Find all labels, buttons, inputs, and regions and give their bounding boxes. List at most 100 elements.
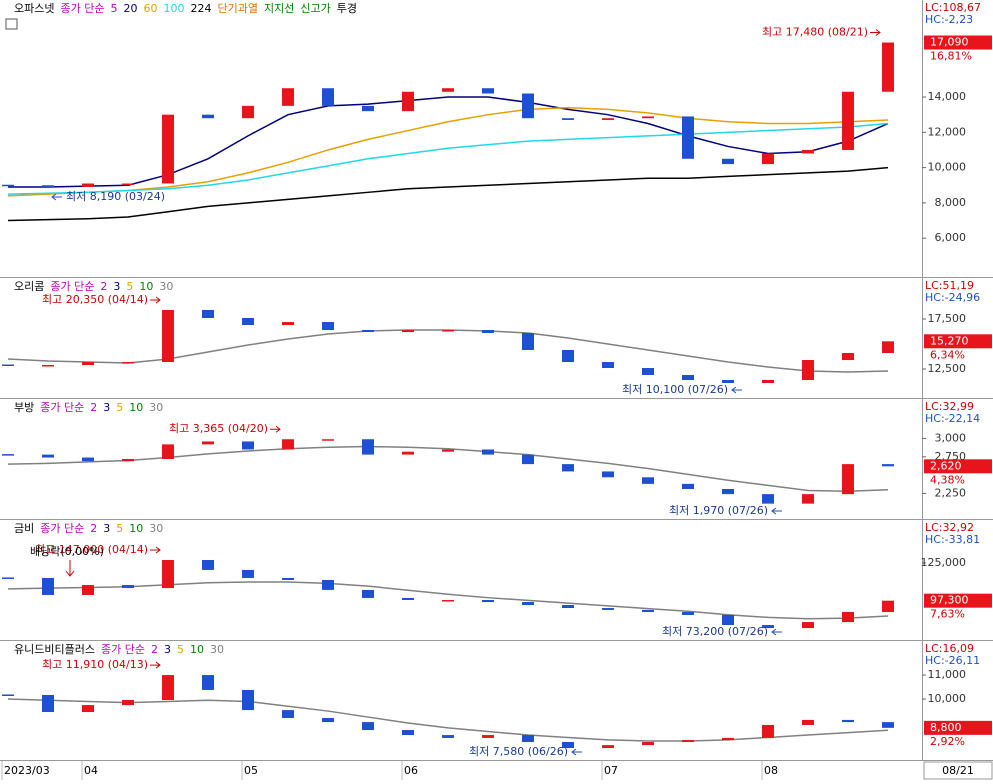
candle: [402, 730, 414, 736]
last-price-label: 17,090: [930, 36, 969, 49]
candle: [642, 368, 654, 375]
y-tick-label: 8,000: [935, 196, 967, 209]
legend-item: 10: [190, 643, 204, 656]
candle: [842, 91, 854, 150]
candle: [162, 444, 174, 459]
event-note: 배당락(0,00%): [30, 545, 104, 558]
legend-item: 3: [113, 280, 120, 293]
legend-item: 30: [159, 280, 173, 293]
panel-title: 금비: [14, 522, 34, 535]
moving-average-line: [8, 96, 889, 188]
legend-item: 3: [103, 522, 110, 535]
candle: [682, 611, 694, 615]
legend-item: 30: [210, 643, 224, 656]
candle: [442, 330, 454, 332]
candle: [642, 116, 654, 119]
candle: [82, 705, 94, 713]
ma-label: 종가 단순: [50, 280, 94, 293]
y-tick-label: 2,250: [935, 486, 967, 499]
candle: [42, 454, 54, 458]
candle: [442, 735, 454, 738]
y-tick-label: 11,000: [928, 668, 967, 681]
event-arrow: [65, 560, 75, 577]
candle: [682, 483, 694, 489]
candle: [722, 614, 734, 626]
candle: [322, 580, 334, 590]
high-note: 최고 20,350 (04/14): [42, 293, 148, 306]
candle: [202, 675, 214, 690]
legend-item: 5: [116, 401, 123, 414]
x-tick-label: 07: [604, 764, 618, 777]
candle: [362, 589, 374, 598]
candle: [642, 609, 654, 612]
candle: [682, 116, 694, 159]
candle: [162, 114, 174, 184]
high-arrow: [150, 296, 161, 304]
candle: [202, 114, 214, 119]
panel-title: 오파스넷: [14, 2, 54, 15]
hc-label: HC:-26,11: [925, 654, 980, 667]
candle: [722, 380, 734, 383]
candle: [882, 600, 894, 612]
candle: [882, 341, 894, 353]
candle: [282, 710, 294, 719]
candle: [802, 494, 814, 504]
candle: [842, 464, 854, 495]
candle: [642, 742, 654, 746]
candle: [242, 105, 254, 119]
panel-title: 유니드비티플러스: [14, 643, 95, 656]
candle: [682, 375, 694, 380]
candle: [802, 149, 814, 154]
candle: [442, 600, 454, 602]
candle: [242, 689, 254, 711]
candle: [322, 88, 334, 106]
legend-item: 30: [149, 522, 163, 535]
candle: [442, 449, 454, 452]
candle: [642, 477, 654, 484]
candle: [122, 585, 134, 589]
lc-label: LC:108,67: [925, 1, 981, 14]
last-price-box: [924, 593, 992, 608]
candle: [842, 611, 854, 623]
settings-icon[interactable]: [5, 18, 18, 30]
legend-item: 2: [90, 522, 97, 535]
low-arrow: [771, 507, 782, 515]
high-arrow: [150, 546, 161, 554]
candle: [762, 380, 774, 383]
x-tick-label: 08: [764, 764, 778, 777]
high-note: 최고 17,480 (08/21): [762, 26, 868, 39]
candle: [562, 350, 574, 362]
candle: [482, 600, 494, 603]
legend-item: 2: [90, 401, 97, 414]
legend-item: 3: [164, 643, 171, 656]
candle: [2, 454, 14, 456]
candle: [682, 740, 694, 743]
candle: [282, 577, 294, 580]
lc-label: LC:32,99: [925, 400, 974, 413]
candle: [362, 105, 374, 112]
legend-item: 30: [149, 401, 163, 414]
candle: [842, 353, 854, 360]
high-arrow: [150, 661, 161, 669]
legend-item: 지지선: [264, 2, 294, 15]
candle: [322, 718, 334, 723]
candle: [242, 318, 254, 325]
y-tick-label: 12,500: [928, 362, 967, 375]
legend-item: 10: [139, 280, 153, 293]
candle: [442, 88, 454, 92]
moving-average-line: [7, 581, 889, 620]
candle: [2, 364, 14, 366]
candle: [202, 441, 214, 445]
candle: [762, 153, 774, 165]
hc-label: HC:-33,81: [925, 533, 980, 546]
candle: [562, 464, 574, 472]
candle: [362, 330, 374, 332]
candle: [722, 737, 734, 741]
legend-item: 2: [151, 643, 158, 656]
y-tick-label: 10,000: [928, 161, 967, 174]
candle: [362, 439, 374, 455]
candle: [522, 602, 534, 606]
candle: [722, 158, 734, 165]
moving-average-line: [7, 122, 889, 195]
